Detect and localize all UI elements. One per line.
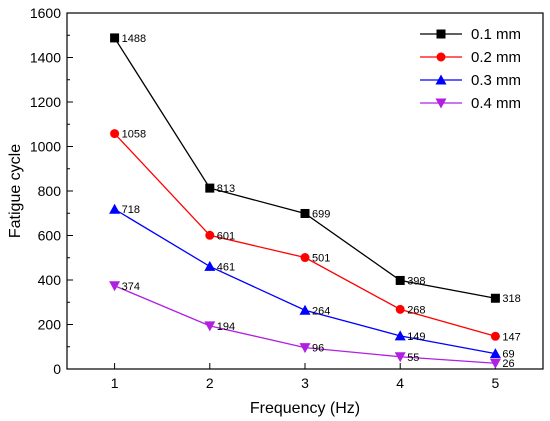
data-point [490, 331, 500, 341]
series-line-3 [114, 208, 496, 355]
data-label: 149 [407, 331, 425, 343]
data-label: 718 [122, 204, 140, 216]
data-label: 1058 [122, 129, 146, 141]
data-point [110, 129, 120, 139]
data-label: 601 [217, 230, 235, 242]
legend-marker [436, 52, 446, 62]
legend-label: 0.3 mm [471, 72, 521, 89]
legend: 0.1 mm 0.2 mm 0.3 mm 0.4 mm [420, 26, 521, 112]
legend-marker [436, 29, 446, 39]
x-tick-label: 4 [396, 375, 404, 391]
x-tick-label: 2 [206, 375, 214, 391]
data-label: 26 [502, 358, 514, 370]
data-point [489, 348, 501, 359]
data-label: 699 [312, 208, 330, 220]
data-label: 264 [312, 305, 330, 317]
y-tick-label: 0 [53, 361, 61, 377]
data-label: 1488 [122, 33, 146, 45]
data-point [395, 304, 405, 314]
data-label: 398 [407, 275, 425, 287]
data-label: 147 [502, 331, 520, 343]
y-tick-label: 1600 [30, 5, 61, 21]
data-label: 194 [217, 321, 235, 333]
data-point [204, 260, 216, 271]
y-tick-label: 200 [38, 317, 62, 333]
data-point [394, 330, 406, 341]
data-point [205, 183, 215, 193]
data-point [204, 321, 216, 332]
data-point [300, 208, 310, 218]
y-tick-label: 600 [38, 228, 62, 244]
y-tick-label: 1400 [30, 50, 61, 66]
legend-label: 0.1 mm [471, 26, 521, 43]
data-point [110, 33, 120, 43]
x-axis-title: Frequency (Hz) [250, 400, 360, 417]
x-tick-label: 1 [111, 375, 119, 391]
data-label: 268 [407, 304, 425, 316]
data-point [109, 203, 121, 214]
x-tick-label: 5 [492, 375, 500, 391]
data-point [205, 230, 215, 240]
data-point [109, 281, 121, 292]
y-tick-label: 1000 [30, 139, 61, 155]
y-tick-label: 1200 [30, 94, 61, 110]
data-label: 96 [312, 343, 324, 355]
data-point [299, 304, 311, 315]
legend-label: 0.4 mm [471, 95, 521, 112]
data-label: 501 [312, 253, 330, 265]
legend-label: 0.2 mm [471, 49, 521, 66]
plot-frame [66, 12, 544, 370]
y-tick-label: 800 [38, 183, 62, 199]
data-label: 318 [502, 293, 520, 305]
data-point [300, 253, 310, 263]
data-point [395, 275, 405, 285]
data-point [489, 358, 501, 369]
y-axis-title: Fatigue cycle [7, 144, 24, 238]
x-tick-label: 3 [301, 375, 309, 391]
data-point [394, 352, 406, 363]
data-point [490, 293, 500, 303]
data-label: 461 [217, 261, 235, 273]
data-point [299, 343, 311, 354]
data-label: 55 [407, 352, 419, 364]
data-label: 69 [502, 349, 514, 361]
y-tick-label: 400 [38, 272, 62, 288]
legend-marker [435, 98, 447, 109]
legend-marker [435, 74, 447, 85]
data-label: 374 [122, 281, 140, 293]
data-label: 813 [217, 183, 235, 195]
